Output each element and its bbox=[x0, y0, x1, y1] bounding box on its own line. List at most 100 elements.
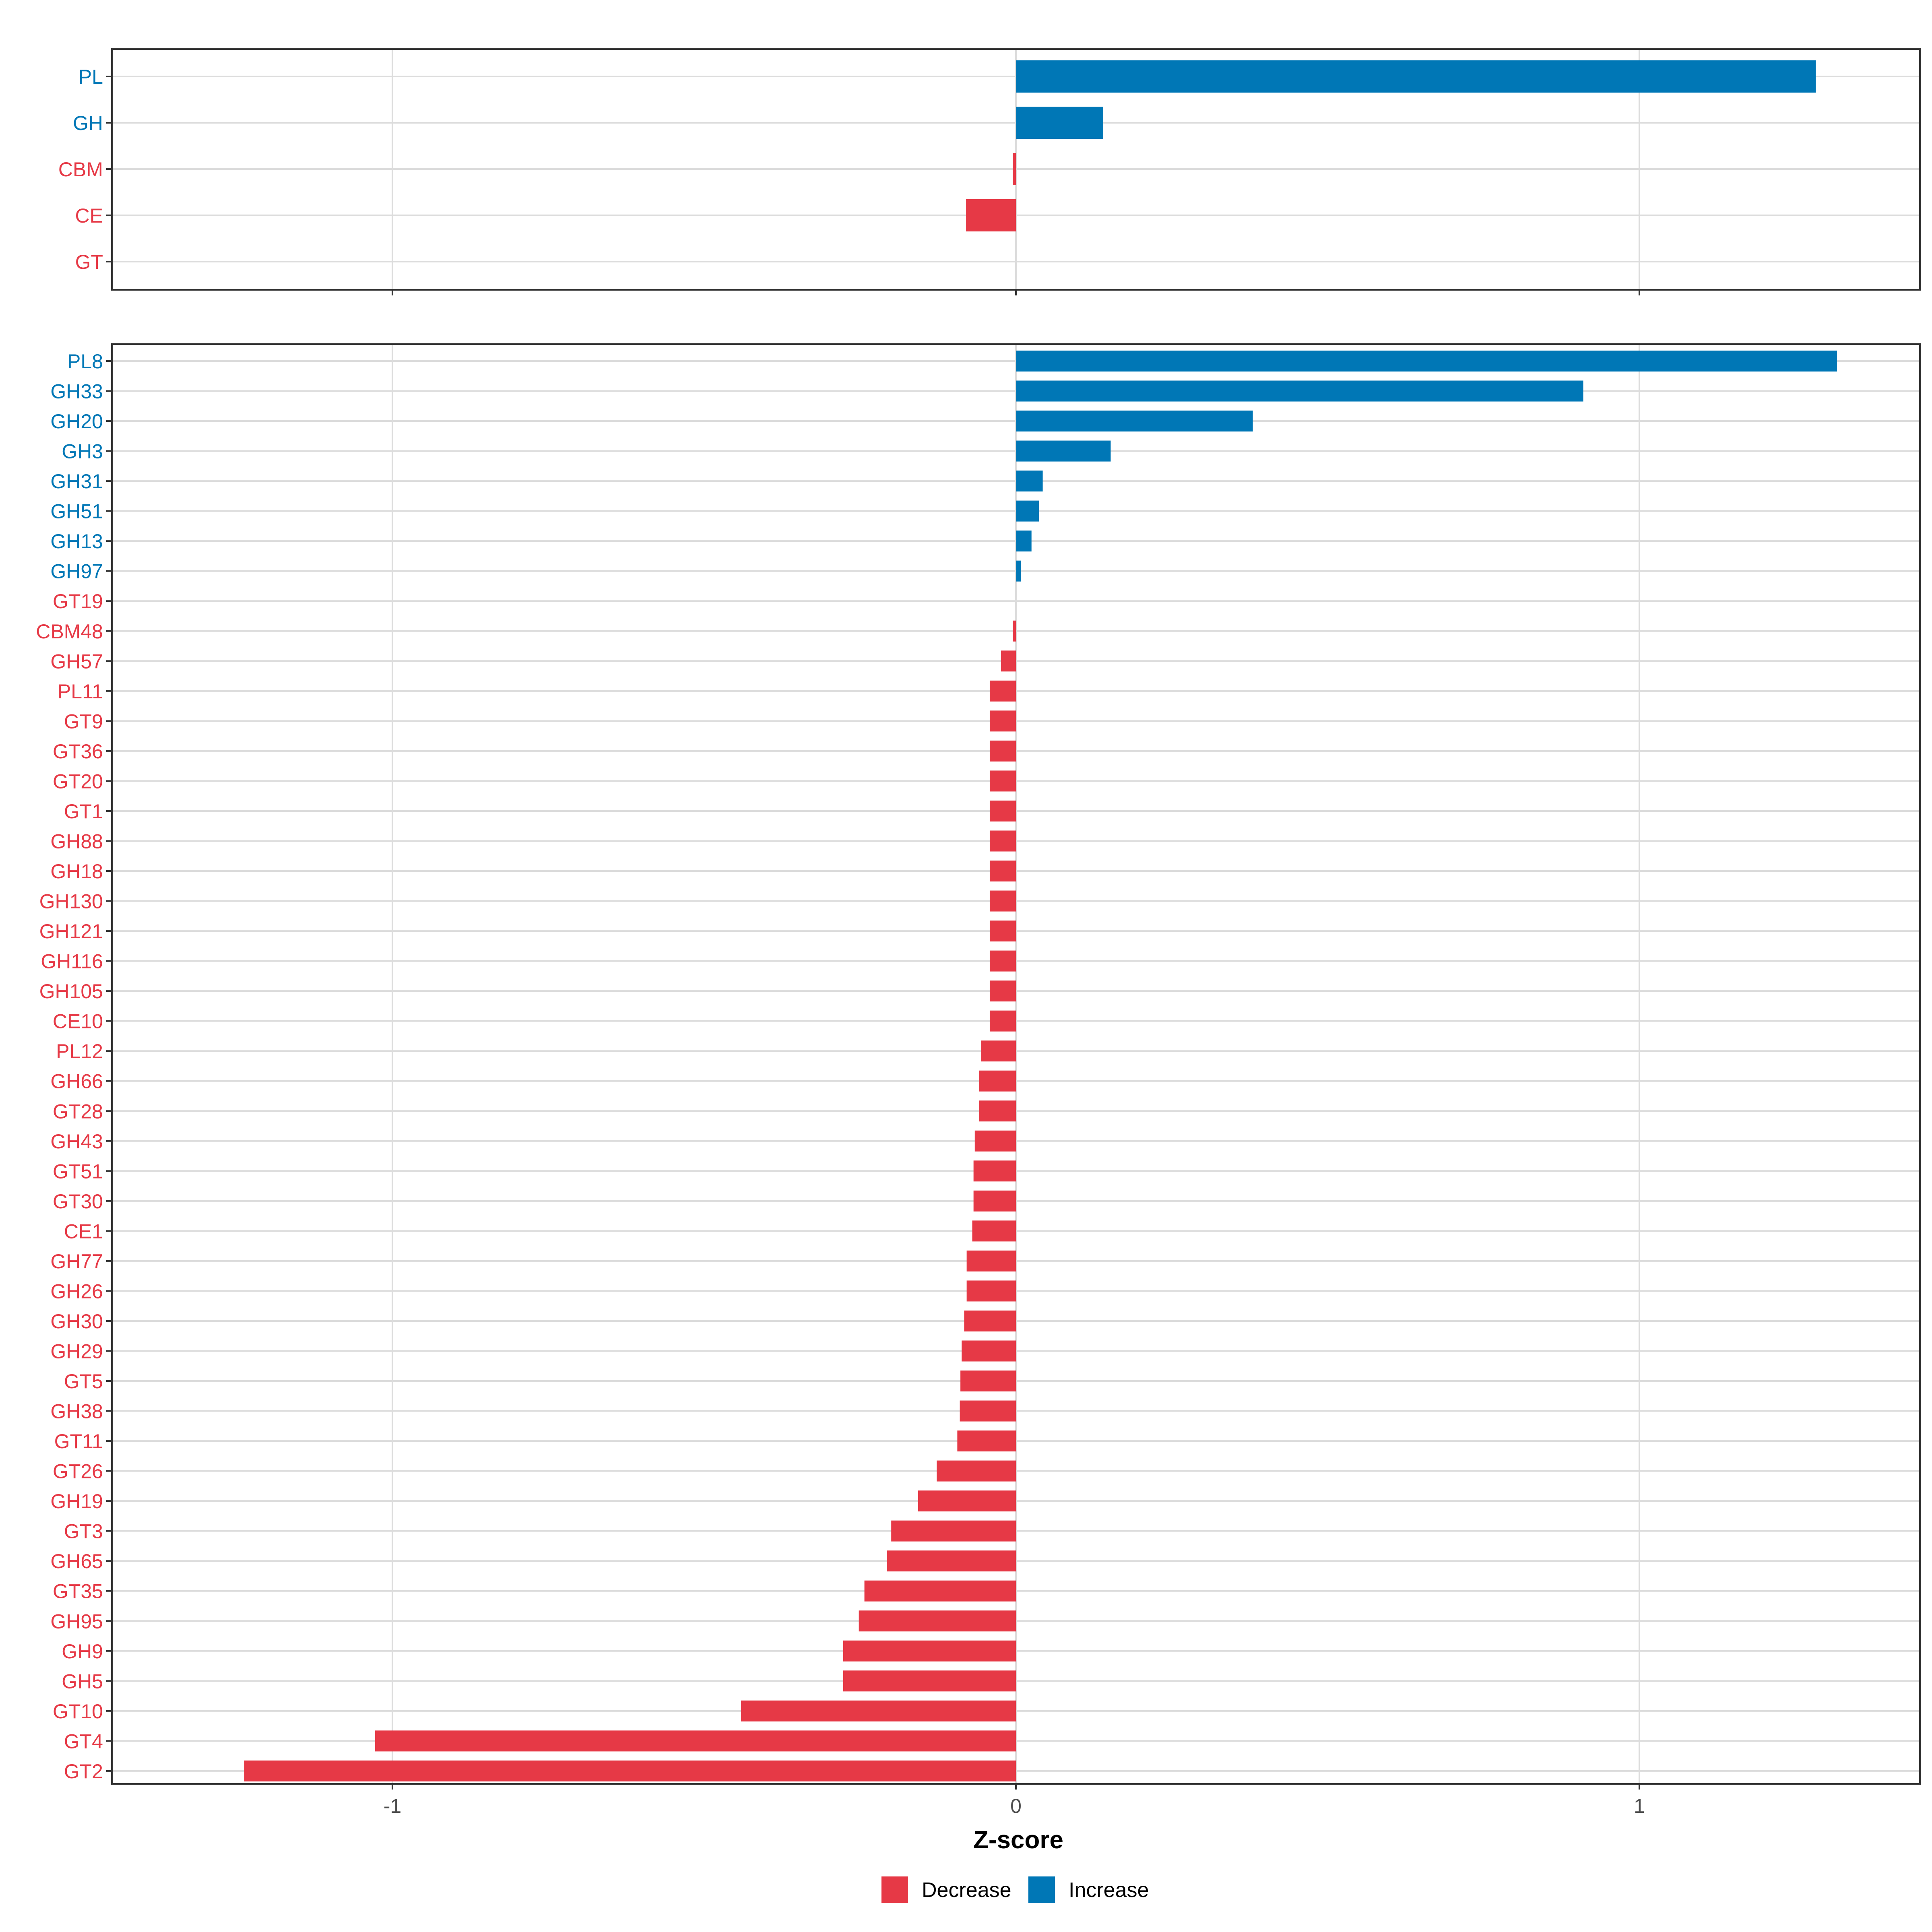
bottom-ytick-label-gh38: GH38 bbox=[50, 1400, 103, 1423]
bottom-bar-gh77 bbox=[966, 1250, 1016, 1271]
bottom-ytick-label-ce1: CE1 bbox=[64, 1220, 103, 1243]
bottom-bar-gt36 bbox=[989, 740, 1016, 762]
top-ytick-label-gh: GH bbox=[73, 112, 103, 134]
bottom-ytick-label-gt5: GT5 bbox=[64, 1370, 103, 1393]
bottom-bar-gh18 bbox=[989, 861, 1016, 882]
bottom-bar-pl8 bbox=[1016, 351, 1837, 372]
bottom-ytick-label-gh66: GH66 bbox=[50, 1070, 103, 1093]
bottom-bar-gh57 bbox=[1001, 650, 1016, 672]
bottom-bar-gt9 bbox=[989, 710, 1016, 732]
bottom-bar-cbm48 bbox=[1013, 620, 1016, 642]
bottom-ytick-label-gh33: GH33 bbox=[50, 380, 103, 403]
bottom-bar-gh3 bbox=[1016, 440, 1111, 462]
xtick-label: 0 bbox=[1010, 1795, 1022, 1817]
bottom-ytick-label-gh130: GH130 bbox=[39, 890, 103, 913]
top-bar-ce bbox=[966, 199, 1016, 231]
bottom-ytick-label-gt19: GT19 bbox=[53, 590, 103, 613]
xtick-label: 1 bbox=[1634, 1795, 1645, 1817]
bottom-bar-gh97 bbox=[1016, 560, 1021, 582]
bottom-ytick-label-gh77: GH77 bbox=[50, 1250, 103, 1273]
bottom-panel: PL8GH33GH20GH3GH31GH51GH13GH97GT19CBM48G… bbox=[36, 343, 1921, 1817]
bottom-bar-gh66 bbox=[979, 1070, 1016, 1092]
bottom-bar-gh5 bbox=[843, 1670, 1016, 1692]
bottom-bar-gh9 bbox=[843, 1640, 1016, 1662]
bottom-bar-gh31 bbox=[1016, 471, 1043, 492]
bottom-bar-ce1 bbox=[972, 1220, 1016, 1242]
legend: Decrease Increase bbox=[881, 1876, 1149, 1903]
legend-key-increase bbox=[1028, 1876, 1055, 1903]
bottom-bar-gt5 bbox=[960, 1371, 1016, 1392]
bottom-bar-gh26 bbox=[966, 1280, 1016, 1302]
bottom-ytick-label-gt30: GT30 bbox=[53, 1190, 103, 1213]
bottom-bar-ce10 bbox=[989, 1010, 1016, 1032]
bottom-ytick-label-gh18: GH18 bbox=[50, 860, 103, 883]
bottom-bar-gh116 bbox=[989, 950, 1016, 972]
top-ytick-label-ce: CE bbox=[75, 204, 103, 227]
bottom-ytick-label-gt3: GT3 bbox=[64, 1520, 103, 1543]
top-ytick-label-cbm: CBM bbox=[58, 158, 103, 181]
bottom-ytick-label-gh20: GH20 bbox=[50, 410, 103, 433]
bottom-bar-pl11 bbox=[989, 680, 1016, 702]
bottom-ytick-label-gt28: GT28 bbox=[53, 1100, 103, 1123]
bottom-ytick-label-gt1: GT1 bbox=[64, 800, 103, 823]
x-axis-title: Z-score bbox=[973, 1826, 1063, 1854]
bottom-ytick-label-gh116: GH116 bbox=[41, 950, 103, 973]
bottom-ytick-label-gh88: GH88 bbox=[50, 830, 103, 852]
bottom-ytick-label-gh31: GH31 bbox=[50, 470, 103, 493]
legend-key-decrease bbox=[881, 1876, 908, 1903]
bottom-bar-gt3 bbox=[891, 1520, 1016, 1542]
bottom-bar-gt4 bbox=[375, 1730, 1016, 1752]
bottom-ytick-label-gh30: GH30 bbox=[50, 1310, 103, 1333]
top-bar-cbm bbox=[1013, 153, 1016, 185]
top-ytick-label-gt: GT bbox=[75, 251, 103, 273]
bottom-ytick-label-gt26: GT26 bbox=[53, 1460, 103, 1483]
bottom-ytick-label-gh9: GH9 bbox=[62, 1640, 103, 1663]
bottom-ytick-label-gh13: GH13 bbox=[50, 530, 103, 553]
top-panel: PL GH CBM CE GT bbox=[58, 48, 1921, 295]
bottom-bar-gh38 bbox=[960, 1400, 1016, 1422]
bottom-ytick-label-gh3: GH3 bbox=[62, 440, 103, 463]
bottom-bar-gh51 bbox=[1016, 500, 1039, 522]
bottom-ytick-label-gt10: GT10 bbox=[53, 1700, 103, 1723]
bottom-bar-gt35 bbox=[864, 1580, 1016, 1602]
bottom-ytick-label-gt11: GT11 bbox=[54, 1430, 103, 1453]
bottom-ytick-label-gh105: GH105 bbox=[39, 980, 103, 1003]
bottom-ytick-label-gt36: GT36 bbox=[53, 740, 103, 763]
bottom-bar-gt30 bbox=[973, 1190, 1016, 1212]
bottom-ytick-label-gt20: GT20 bbox=[53, 770, 103, 793]
bottom-ytick-label-gh97: GH97 bbox=[50, 560, 103, 583]
bottom-bar-gh65 bbox=[887, 1550, 1016, 1572]
bottom-ytick-label-gt51: GT51 bbox=[53, 1160, 103, 1183]
bottom-bar-gh130 bbox=[989, 890, 1016, 912]
bottom-ytick-label-gh26: GH26 bbox=[50, 1280, 103, 1302]
bottom-ytick-label-cbm48: CBM48 bbox=[36, 620, 103, 643]
bottom-bar-gh88 bbox=[989, 830, 1016, 852]
bottom-bar-gh105 bbox=[989, 980, 1016, 1002]
bottom-ytick-label-ce10: CE10 bbox=[53, 1010, 103, 1033]
bottom-bar-gt11 bbox=[957, 1430, 1016, 1452]
bottom-ytick-label-gh65: GH65 bbox=[50, 1550, 103, 1573]
bottom-ytick-label-gh51: GH51 bbox=[50, 500, 103, 523]
top-bar-pl bbox=[1016, 60, 1816, 93]
top-bar-gh bbox=[1016, 107, 1103, 139]
bottom-ytick-label-gh57: GH57 bbox=[50, 650, 103, 673]
bottom-bar-gh29 bbox=[962, 1340, 1016, 1362]
bottom-bar-gh20 bbox=[1016, 411, 1253, 432]
bottom-bar-gt28 bbox=[979, 1100, 1016, 1122]
bottom-bar-gt10 bbox=[741, 1700, 1016, 1721]
bottom-ytick-label-gt4: GT4 bbox=[64, 1730, 103, 1752]
bottom-ytick-label-gh43: GH43 bbox=[50, 1130, 103, 1153]
bottom-bar-gt2 bbox=[244, 1760, 1016, 1781]
legend-label-decrease: Decrease bbox=[922, 1878, 1011, 1902]
bottom-ytick-label-pl8: PL8 bbox=[67, 350, 103, 373]
bottom-bar-gh30 bbox=[964, 1310, 1016, 1331]
bottom-bar-gt20 bbox=[989, 770, 1016, 792]
bottom-bar-gh95 bbox=[859, 1610, 1016, 1632]
bottom-bar-gh33 bbox=[1016, 380, 1583, 402]
bottom-bar-gh19 bbox=[918, 1490, 1016, 1512]
bottom-ytick-label-gt2: GT2 bbox=[64, 1760, 103, 1783]
bottom-ytick-label-gh5: GH5 bbox=[62, 1670, 103, 1693]
legend-label-increase: Increase bbox=[1069, 1878, 1149, 1902]
bottom-ytick-label-pl12: PL12 bbox=[56, 1040, 103, 1063]
